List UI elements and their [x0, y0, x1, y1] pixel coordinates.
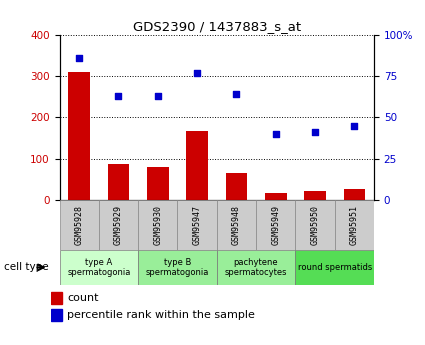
- Point: [312, 129, 318, 135]
- Text: GSM95929: GSM95929: [114, 205, 123, 245]
- Bar: [335, 200, 374, 250]
- Bar: [138, 250, 217, 285]
- Bar: [68, 72, 90, 200]
- Point: [351, 123, 358, 128]
- Bar: [186, 130, 208, 200]
- Text: cell type: cell type: [4, 263, 49, 272]
- Bar: [138, 200, 178, 250]
- Point: [115, 93, 122, 99]
- Text: GSM95950: GSM95950: [311, 205, 320, 245]
- Bar: [147, 167, 169, 200]
- Bar: [108, 164, 129, 200]
- Bar: [51, 309, 62, 322]
- Bar: [265, 193, 286, 200]
- Bar: [226, 173, 247, 200]
- Bar: [60, 250, 138, 285]
- Point: [154, 93, 161, 99]
- Bar: [295, 200, 335, 250]
- Text: count: count: [67, 293, 99, 303]
- Point: [194, 70, 201, 75]
- Text: type B
spermatogonia: type B spermatogonia: [146, 258, 209, 277]
- Bar: [217, 200, 256, 250]
- Text: GSM95928: GSM95928: [75, 205, 84, 245]
- Point: [76, 55, 82, 60]
- Text: GSM95949: GSM95949: [271, 205, 280, 245]
- Bar: [343, 189, 365, 200]
- Text: pachytene
spermatocytes: pachytene spermatocytes: [225, 258, 287, 277]
- Text: GSM95947: GSM95947: [193, 205, 201, 245]
- Point: [233, 91, 240, 97]
- Bar: [99, 200, 138, 250]
- Text: GSM95951: GSM95951: [350, 205, 359, 245]
- Bar: [60, 200, 99, 250]
- Text: round spermatids: round spermatids: [298, 263, 372, 272]
- Bar: [304, 191, 326, 200]
- Text: GSM95948: GSM95948: [232, 205, 241, 245]
- Text: type A
spermatogonia: type A spermatogonia: [67, 258, 130, 277]
- Title: GDS2390 / 1437883_s_at: GDS2390 / 1437883_s_at: [133, 20, 301, 33]
- Bar: [295, 250, 374, 285]
- Text: GSM95930: GSM95930: [153, 205, 162, 245]
- Bar: [178, 200, 217, 250]
- Text: percentile rank within the sample: percentile rank within the sample: [67, 310, 255, 321]
- Bar: [51, 292, 62, 304]
- Bar: [256, 200, 295, 250]
- Point: [272, 131, 279, 137]
- Bar: [217, 250, 295, 285]
